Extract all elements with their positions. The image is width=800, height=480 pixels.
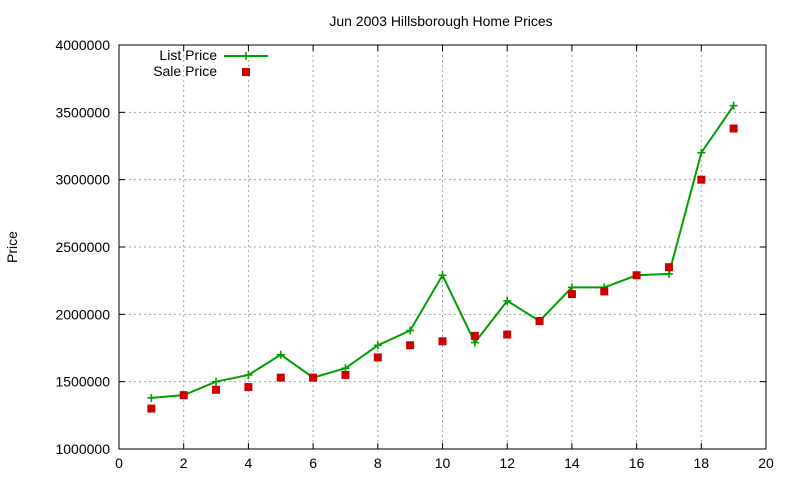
x-tick-label: 0 bbox=[115, 455, 123, 471]
x-ticks: 0 2 4 6 8 10 12 14 16 18 20 bbox=[115, 455, 774, 471]
sale-price-point bbox=[406, 341, 415, 350]
x-tick-label: 20 bbox=[758, 455, 774, 471]
x-tick-label: 8 bbox=[374, 455, 382, 471]
sale-price-point bbox=[503, 330, 512, 339]
sale-price-point bbox=[600, 287, 609, 296]
y-tick-label: 3000000 bbox=[55, 172, 110, 188]
list-price-point bbox=[276, 350, 285, 359]
y-axis-label: Price bbox=[4, 231, 20, 263]
legend: List Price Sale Price bbox=[153, 47, 268, 79]
list-price-point bbox=[373, 341, 382, 350]
sale-price-point bbox=[341, 370, 350, 379]
x-tick-label: 18 bbox=[694, 455, 710, 471]
y-tick-label: 2000000 bbox=[55, 306, 110, 322]
y-ticks: 1000000 1500000 2000000 2500000 3000000 35000… bbox=[55, 37, 110, 457]
grid bbox=[119, 45, 766, 449]
y-tick-label: 4000000 bbox=[55, 37, 110, 53]
series-sale-price bbox=[147, 124, 738, 413]
sale-price-point bbox=[470, 331, 479, 340]
x-tick-label: 10 bbox=[435, 455, 451, 471]
sale-price-point bbox=[632, 271, 641, 280]
list-price-point bbox=[729, 101, 738, 110]
y-tick-label: 1000000 bbox=[55, 441, 110, 457]
legend-label-sale-price: Sale Price bbox=[153, 63, 217, 79]
x-tick-label: 4 bbox=[245, 455, 253, 471]
list-price-point bbox=[341, 364, 350, 373]
x-tick-label: 16 bbox=[629, 455, 645, 471]
list-price-point bbox=[697, 148, 706, 157]
list-price-point bbox=[244, 370, 253, 379]
sale-price-point bbox=[244, 383, 253, 392]
list-price-point bbox=[212, 377, 221, 386]
x-tick-label: 12 bbox=[499, 455, 515, 471]
legend-sample-sale-square bbox=[242, 68, 250, 76]
list-price-point bbox=[147, 393, 156, 402]
sale-price-point bbox=[212, 385, 221, 394]
sale-price-point bbox=[697, 175, 706, 184]
x-tick-label: 6 bbox=[309, 455, 317, 471]
sale-price-point bbox=[373, 353, 382, 362]
x-tick-label: 2 bbox=[180, 455, 188, 471]
list-price-point bbox=[567, 283, 576, 292]
list-price-point bbox=[664, 269, 673, 278]
list-price-point bbox=[470, 338, 479, 347]
list-price-point bbox=[503, 296, 512, 305]
plot-border bbox=[118, 44, 767, 450]
y-tick-label: 3500000 bbox=[55, 104, 110, 120]
sale-price-point bbox=[179, 391, 188, 400]
y-tick-label: 2500000 bbox=[55, 239, 110, 255]
chart-title: Jun 2003 Hillsborough Home Prices bbox=[329, 13, 552, 29]
list-price-point bbox=[406, 326, 415, 335]
list-price-point bbox=[438, 271, 447, 280]
sale-price-point bbox=[276, 373, 285, 382]
y-tick-label: 1500000 bbox=[55, 374, 110, 390]
sale-price-point bbox=[729, 124, 738, 133]
x-tick-label: 14 bbox=[564, 455, 580, 471]
sale-price-point bbox=[535, 317, 544, 326]
sale-price-point bbox=[147, 404, 156, 413]
sale-price-point bbox=[664, 263, 673, 272]
sale-price-point bbox=[567, 290, 576, 299]
sale-price-point bbox=[309, 373, 318, 382]
axes bbox=[118, 44, 767, 450]
legend-label-list-price: List Price bbox=[159, 47, 217, 63]
sale-price-point bbox=[438, 337, 447, 346]
